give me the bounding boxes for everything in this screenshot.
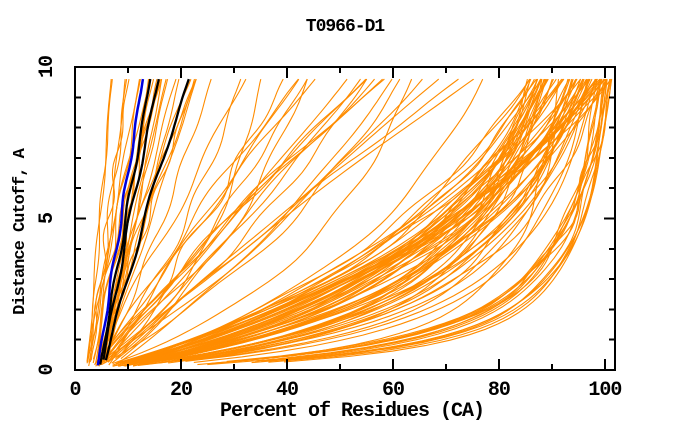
prediction-curve: [150, 78, 542, 364]
prediction-curve: [122, 78, 599, 367]
prediction-curve: [141, 78, 590, 362]
prediction-curve: [99, 78, 475, 364]
prediction-curve: [94, 78, 142, 365]
plot-frame: [74, 66, 616, 371]
prediction-curve: [101, 78, 401, 366]
prediction-curve: [146, 78, 591, 361]
prediction-curve: [141, 78, 578, 362]
prediction-curve: [207, 79, 601, 366]
chart-title: T0966-D1: [306, 17, 386, 37]
prediction-curve: [193, 78, 588, 363]
prediction-curve: [104, 79, 197, 358]
prediction-curve: [143, 78, 542, 363]
prediction-curve: [172, 78, 584, 361]
highlight-blue-curve: [96, 78, 145, 366]
prediction-curve: [107, 78, 361, 362]
prediction-curve: [90, 78, 130, 361]
prediction-curve: [135, 78, 532, 364]
prediction-curve: [95, 78, 247, 365]
prediction-curve: [135, 78, 531, 360]
highlight-black-curve: [99, 78, 152, 365]
prediction-curve: [147, 78, 574, 364]
prediction-curve: [129, 78, 554, 365]
prediction-curve: [145, 78, 547, 365]
prediction-curve: [186, 78, 581, 359]
prediction-curve: [86, 79, 112, 362]
prediction-curve: [133, 78, 537, 363]
x-tick-label: 60: [382, 379, 404, 402]
y-tick-label: 10: [36, 56, 59, 78]
prediction-curve: [117, 78, 308, 359]
x-tick-label: 0: [69, 379, 80, 402]
prediction-curve: [104, 78, 348, 364]
prediction-curve: [129, 78, 549, 364]
highlight-black-curve: [104, 78, 190, 361]
prediction-curve: [152, 78, 541, 358]
prediction-curve: [115, 78, 459, 360]
prediction-curve: [107, 78, 440, 363]
prediction-curve: [302, 79, 612, 360]
x-tick-label: 20: [170, 379, 192, 402]
prediction-curve: [95, 78, 367, 367]
prediction-curve: [228, 79, 606, 363]
prediction-curve: [137, 78, 589, 366]
prediction-curve: [103, 78, 212, 364]
y-tick-label: 0: [36, 364, 59, 375]
x-tick-label: 80: [488, 379, 510, 402]
prediction-curve: [87, 78, 163, 363]
prediction-curve: [193, 78, 591, 359]
prediction-curve: [120, 78, 308, 360]
prediction-curve: [245, 79, 602, 361]
prediction-curve: [104, 78, 242, 360]
y-tick-label: 5: [36, 213, 59, 224]
curve-layer: [86, 78, 613, 367]
x-axis-label: Percent of Residues (CA): [220, 400, 484, 423]
prediction-curve: [261, 79, 606, 362]
prediction-curve: [108, 78, 284, 366]
prediction-curve: [138, 78, 597, 365]
prediction-curve: [112, 78, 413, 365]
x-tick-label: 100: [588, 379, 621, 402]
prediction-curve: [102, 78, 262, 363]
prediction-curve: [105, 78, 375, 358]
prediction-curve: [127, 78, 584, 366]
prediction-curve: [88, 79, 141, 363]
y-axis-label: Distance Cutoff, A: [11, 147, 30, 314]
prediction-curve: [131, 78, 531, 363]
prediction-curve: [124, 78, 570, 367]
x-tick-label: 40: [276, 379, 298, 402]
prediction-curve: [158, 78, 603, 364]
prediction-curve: [112, 78, 543, 366]
prediction-curve: [99, 78, 300, 360]
prediction-curve: [98, 78, 423, 366]
highlight-black-curve: [102, 78, 160, 360]
tick-label-layer: 0 20 40 60 80 100 0 5 10: [36, 56, 622, 402]
prediction-curve: [185, 78, 596, 362]
prediction-curve: [131, 78, 613, 363]
prediction-curve: [161, 78, 545, 363]
